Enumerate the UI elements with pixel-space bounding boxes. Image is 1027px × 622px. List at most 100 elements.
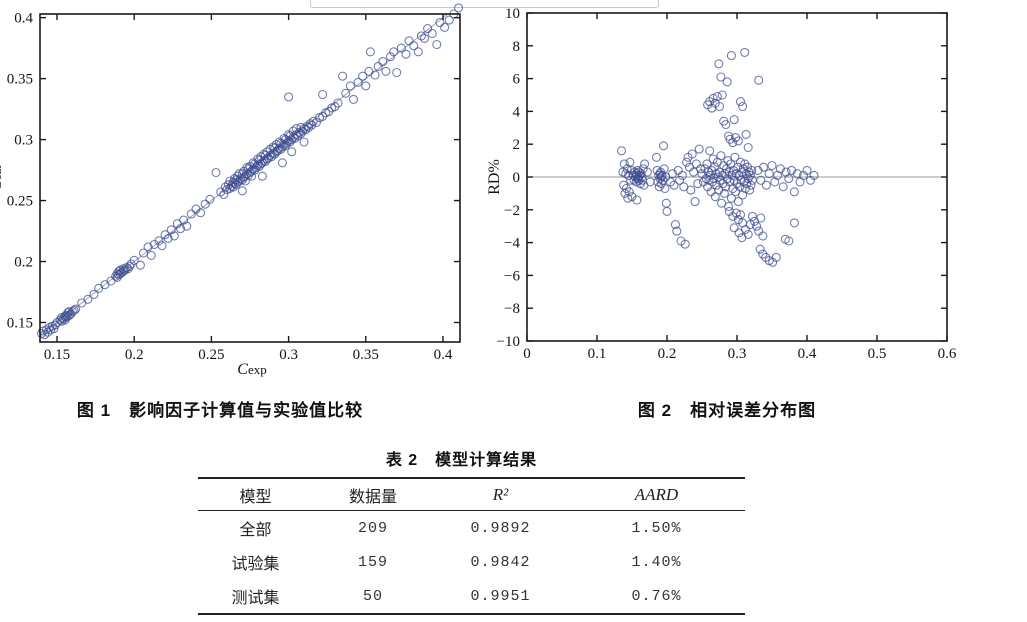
cell-r2: 0.9892	[470, 519, 531, 537]
scatter-point	[690, 197, 700, 207]
scatter-point	[299, 137, 309, 147]
scatter-point	[789, 187, 799, 197]
scatter-point	[169, 231, 179, 241]
scatter-point	[370, 70, 380, 80]
scatter-point	[658, 141, 669, 151]
cell-count: 209	[357, 519, 388, 537]
scatter-point	[731, 169, 741, 179]
x-tick-label: 0.25	[198, 347, 224, 363]
x-tick-label: 0.15	[44, 347, 70, 363]
scatter-point	[686, 185, 696, 195]
table-header-count: 数据量	[348, 488, 397, 506]
table-title: 表 2 模型计算结果	[385, 452, 538, 469]
scatter-point	[691, 159, 701, 169]
scatter-point	[719, 188, 729, 198]
scatter-point	[640, 159, 650, 169]
scatter-point	[753, 165, 763, 175]
scatter-point	[623, 193, 633, 203]
scatter-point	[717, 90, 727, 100]
table-row: 全部 209 0.9892 1.50%	[198, 511, 745, 545]
scatter-point	[616, 146, 627, 156]
scatter-point	[712, 92, 722, 102]
y-tick-label: 8	[513, 39, 521, 55]
figure1-caption: 图 1 影响因子计算值与实验值比较	[76, 401, 364, 420]
cell-model: 测试集	[231, 590, 280, 607]
scatter-point	[200, 199, 210, 209]
scatter-point	[143, 242, 153, 252]
scatter-point	[705, 146, 715, 156]
scatter-point	[680, 239, 690, 249]
scatter-point	[721, 119, 731, 130]
cell-model: 全部	[239, 522, 272, 539]
cell-aard: 1.40%	[631, 553, 682, 571]
scatter-point	[789, 218, 799, 228]
y-tick-label: −6	[504, 268, 520, 284]
scatter-point	[802, 165, 812, 175]
scatter-point	[419, 33, 430, 43]
cell-r2: 0.9842	[470, 553, 531, 571]
scatter-point	[759, 162, 769, 172]
y-tick-label: 0.35	[7, 72, 33, 88]
scatter-point	[392, 67, 402, 78]
scatter-point	[453, 3, 464, 13]
scatter-point	[125, 261, 135, 271]
scatter-point	[738, 101, 748, 112]
x-tick-label: 0.3	[279, 347, 298, 363]
scatter-point	[288, 132, 298, 142]
scatter-point	[714, 59, 724, 69]
scatter-point	[747, 165, 757, 175]
scatter-point	[163, 233, 173, 243]
scatter-point	[740, 159, 750, 169]
scatter-point	[758, 249, 768, 259]
y-tick-label: 0	[513, 170, 521, 186]
scatter-point	[745, 170, 755, 180]
scatter-point	[299, 124, 309, 134]
scatter-point	[632, 195, 642, 205]
scatter-point	[682, 157, 692, 167]
scatter-point	[413, 47, 423, 57]
y-tick-label: 0.15	[7, 315, 33, 331]
scatter-point	[157, 241, 167, 251]
scatter-point	[715, 175, 725, 185]
scatter-point	[758, 231, 768, 241]
scatter-point	[743, 229, 753, 239]
scatter-point	[729, 115, 739, 125]
scatter-point	[727, 170, 737, 180]
cropped-ui-artifact	[310, 0, 659, 8]
y-tick-label: −4	[504, 236, 520, 252]
scatter-point	[675, 175, 685, 185]
cell-aard: 1.50%	[631, 519, 682, 537]
y-axis-label: Ccal	[0, 165, 5, 191]
scatter-point	[175, 224, 186, 234]
scatter-point	[747, 211, 757, 221]
scatter-point	[311, 117, 321, 128]
scatter-point	[764, 169, 774, 179]
scatter-point	[333, 98, 343, 108]
scatter-point	[722, 174, 732, 184]
scatter-point	[196, 208, 206, 218]
scatter-point	[416, 31, 426, 41]
scatter-point	[353, 77, 363, 87]
x-tick-label: 0	[523, 346, 531, 362]
scatter-point	[755, 244, 765, 254]
scatter-point	[734, 170, 744, 180]
scatter-point	[661, 198, 671, 208]
scatter-point	[720, 169, 730, 179]
x-tick-label: 0.2	[658, 346, 677, 362]
scatter-point	[287, 147, 297, 157]
scatter-points	[36, 3, 464, 340]
table-row: 测试集 50 0.9951 0.76%	[198, 579, 745, 613]
scatter-point	[731, 208, 741, 218]
scatter-point	[735, 97, 746, 107]
scatter-point	[716, 72, 726, 82]
scatter-point	[745, 185, 755, 195]
scatter-point	[135, 260, 145, 270]
scatter-point	[710, 162, 720, 172]
scatter-point	[435, 17, 445, 28]
cell-r2: 0.9951	[470, 587, 531, 605]
scatter-point	[672, 226, 682, 236]
scatter-point	[237, 186, 247, 196]
scatter-point	[730, 152, 740, 162]
scatter-point	[396, 43, 406, 53]
